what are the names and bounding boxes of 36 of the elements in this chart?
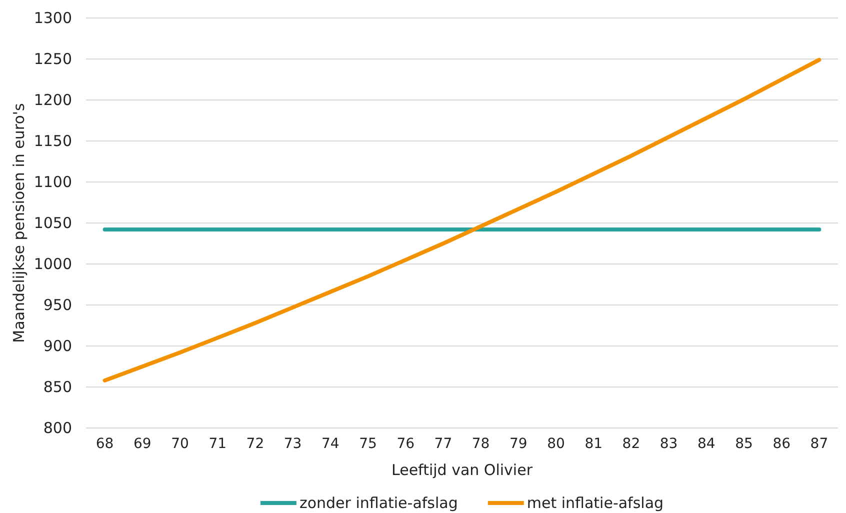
y-tick-label: 950	[43, 296, 72, 314]
x-tick-label: 83	[660, 436, 678, 452]
y-tick-label: 900	[43, 336, 72, 355]
x-tick-label: 86	[772, 436, 791, 452]
x-tick-label: 75	[359, 436, 377, 452]
x-axis-title: Leeftijd van Olivier	[392, 461, 534, 479]
y-tick-label: 1200	[34, 90, 72, 109]
x-tick-label: 70	[171, 436, 189, 452]
y-tick-label: 1050	[34, 214, 72, 232]
x-tick-label: 71	[208, 436, 227, 452]
x-tick-label: 73	[284, 436, 302, 452]
y-tick-label: 1000	[34, 254, 72, 273]
x-tick-label: 68	[96, 436, 114, 452]
x-tick-label: 82	[622, 436, 640, 452]
x-tick-label: 81	[584, 436, 603, 452]
x-tick-label: 78	[472, 436, 490, 452]
y-tick-label: 1250	[34, 50, 72, 68]
legend-label: met inflatie-afslag	[526, 494, 664, 512]
x-tick-label: 77	[434, 436, 452, 452]
y-axis-title: Maandelijkse pensioen in euro's	[10, 103, 28, 343]
x-tick-label: 79	[509, 436, 528, 452]
legend-label: zonder inflatie-afslag	[299, 494, 458, 512]
y-tick-label: 1150	[34, 132, 72, 150]
y-tick-label: 800	[43, 418, 72, 437]
x-tick-label: 84	[697, 436, 716, 452]
x-tick-label: 72	[246, 436, 264, 452]
x-tick-label: 85	[735, 436, 753, 452]
y-tick-label: 850	[43, 378, 72, 396]
x-tick-label: 76	[396, 436, 415, 452]
x-tick-label: 80	[547, 436, 565, 452]
x-tick-label: 74	[321, 436, 340, 452]
x-tick-label: 87	[810, 436, 828, 452]
y-tick-label: 1300	[34, 8, 72, 27]
line-series	[102, 58, 822, 382]
x-tick-label: 69	[133, 436, 152, 452]
y-tick-label: 1100	[34, 172, 72, 191]
